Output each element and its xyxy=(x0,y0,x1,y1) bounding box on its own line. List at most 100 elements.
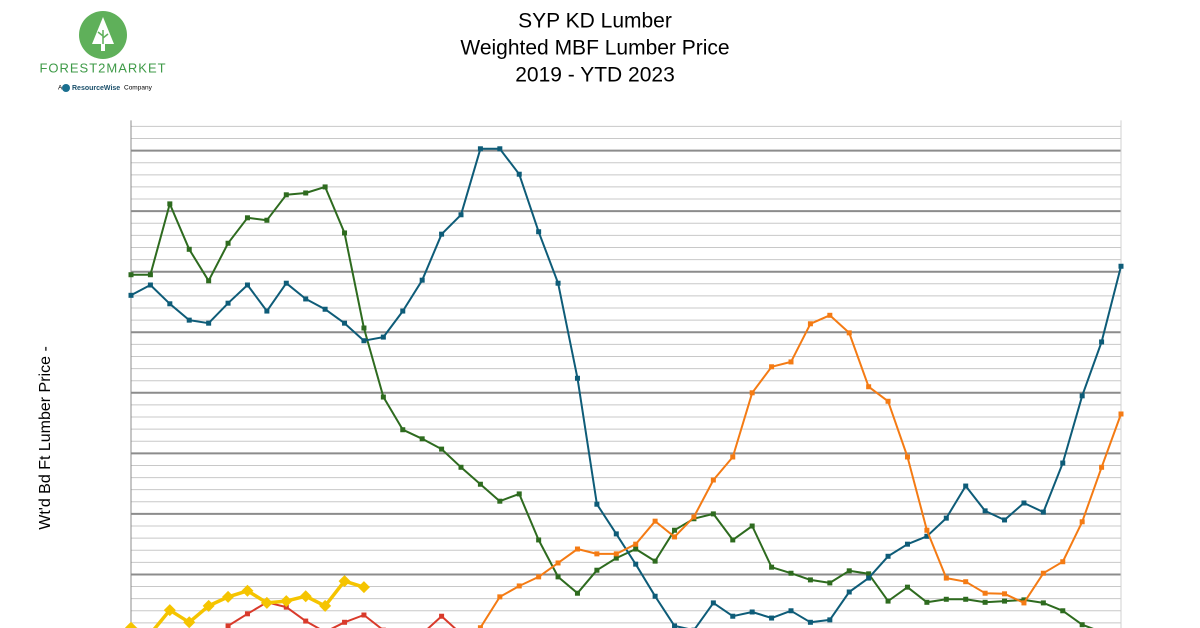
data-point xyxy=(749,390,755,396)
data-point xyxy=(244,282,250,288)
data-point xyxy=(536,229,542,235)
data-point xyxy=(1060,460,1066,466)
data-point xyxy=(963,483,969,489)
data-point xyxy=(924,527,930,533)
data-point xyxy=(1079,622,1085,628)
data-point xyxy=(769,615,775,621)
data-point xyxy=(1021,600,1027,606)
data-point xyxy=(788,359,794,365)
data-point xyxy=(594,501,600,507)
data-point xyxy=(574,375,580,381)
data-point xyxy=(167,201,173,207)
data-point xyxy=(633,546,639,552)
data-point xyxy=(633,561,639,567)
data-point xyxy=(128,292,134,298)
logo-name: FOREST2MARKET xyxy=(39,60,166,75)
plot xyxy=(125,146,1124,628)
data-point xyxy=(613,551,619,557)
data-point xyxy=(924,533,930,539)
data-point xyxy=(866,384,872,390)
logo-mark xyxy=(62,84,70,92)
data-point xyxy=(283,192,289,198)
data-point xyxy=(963,579,969,585)
chart-date-range: 2019 - YTD 2023 xyxy=(515,64,675,87)
data-point xyxy=(361,325,367,331)
data-point xyxy=(361,338,367,344)
data-point xyxy=(186,317,192,323)
data-point xyxy=(1079,519,1085,525)
data-point xyxy=(885,553,891,559)
data-point xyxy=(574,546,580,552)
data-point xyxy=(264,308,270,314)
data-point xyxy=(147,282,153,288)
data-point xyxy=(225,300,231,306)
data-point xyxy=(186,246,192,252)
data-point xyxy=(206,278,212,284)
data-point xyxy=(885,598,891,604)
logo-branches xyxy=(97,30,109,44)
data-point xyxy=(555,280,561,286)
logo-tagline-brand: ResourceWise xyxy=(72,85,120,92)
data-point xyxy=(672,534,678,540)
data-point xyxy=(827,580,833,586)
data-point xyxy=(283,280,289,286)
data-point xyxy=(206,320,212,326)
data-point xyxy=(555,560,561,566)
data-point xyxy=(691,514,697,520)
data-point xyxy=(807,577,813,583)
data-point xyxy=(749,523,755,529)
data-point xyxy=(125,621,137,628)
logo: FOREST2MARKET A ResourceWise Company xyxy=(39,11,166,92)
data-point xyxy=(380,334,386,340)
data-point xyxy=(280,595,293,608)
data-point xyxy=(439,446,445,452)
data-point xyxy=(943,596,949,602)
data-point xyxy=(555,574,561,580)
data-point xyxy=(303,190,309,196)
data-point xyxy=(846,330,852,336)
data-point xyxy=(866,571,872,577)
data-point xyxy=(167,301,173,307)
data-point xyxy=(264,217,270,223)
data-point xyxy=(710,600,716,606)
data-point xyxy=(260,596,273,609)
data-point xyxy=(283,604,289,610)
data-point xyxy=(904,541,910,547)
data-point xyxy=(303,618,309,624)
data-point xyxy=(1002,591,1008,597)
data-point xyxy=(342,320,348,326)
data-point xyxy=(1021,597,1027,603)
data-point xyxy=(497,146,503,152)
data-point xyxy=(338,575,351,588)
data-point xyxy=(652,558,658,564)
data-point xyxy=(1040,509,1046,515)
data-point xyxy=(613,531,619,537)
data-point xyxy=(1021,500,1027,506)
data-point xyxy=(827,312,833,318)
data-point xyxy=(361,612,367,618)
data-point xyxy=(866,575,872,581)
data-point xyxy=(244,215,250,221)
data-point xyxy=(710,511,716,517)
data-point xyxy=(322,306,328,312)
data-point xyxy=(924,599,930,605)
data-point xyxy=(788,608,794,614)
data-point xyxy=(536,537,542,543)
data-point xyxy=(1118,411,1124,417)
data-point xyxy=(769,364,775,370)
data-point xyxy=(1040,570,1046,576)
logo-tagline-prefix: A xyxy=(58,85,63,92)
data-point xyxy=(380,394,386,400)
data-point xyxy=(342,619,348,625)
data-point xyxy=(1040,600,1046,606)
data-point xyxy=(357,581,370,594)
data-point xyxy=(241,584,254,597)
data-point xyxy=(904,584,910,590)
data-point xyxy=(652,518,658,524)
data-point xyxy=(400,308,406,314)
data-point xyxy=(439,231,445,237)
series-line xyxy=(131,185,1094,628)
chart-title: SYP KD Lumber xyxy=(518,10,672,33)
data-point xyxy=(769,564,775,570)
